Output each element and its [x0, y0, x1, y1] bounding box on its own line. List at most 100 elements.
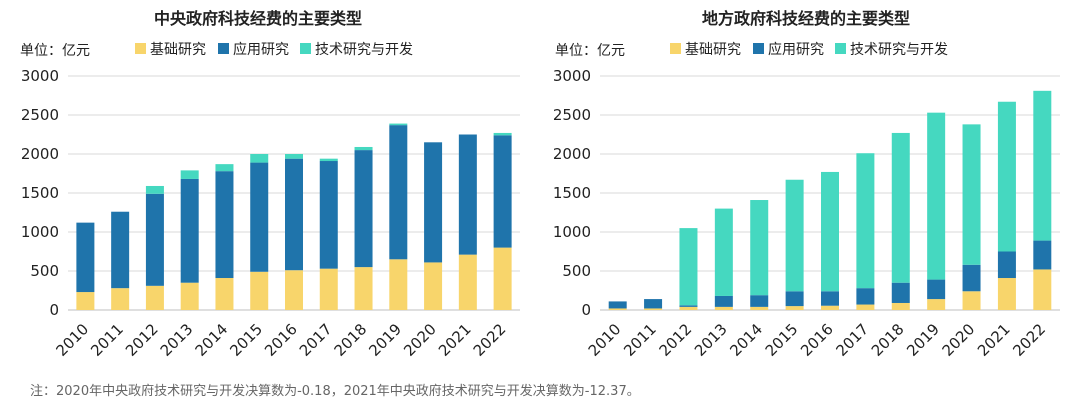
bar-segment — [750, 295, 769, 307]
x-tick-label: 2019 — [365, 320, 405, 360]
bar-segment — [679, 305, 698, 307]
x-tick-label: 2022 — [470, 320, 510, 360]
bar-segment — [714, 208, 733, 296]
bar-segment — [750, 200, 769, 296]
x-tick-label: 2021 — [435, 320, 475, 360]
bar-segment — [458, 254, 477, 310]
bar-segment — [111, 288, 130, 310]
x-tick-label: 2017 — [296, 320, 336, 360]
bar-segment — [319, 158, 338, 162]
bar-segment — [285, 270, 303, 310]
bar-segment — [424, 262, 443, 310]
bar-segment — [180, 170, 199, 179]
bar-segment — [821, 305, 839, 310]
legend-swatch — [753, 43, 764, 54]
x-tick-label: 2011 — [87, 320, 127, 360]
bar-segment — [458, 134, 477, 255]
x-tick-label: 2014 — [192, 320, 232, 360]
bar-segment — [750, 306, 769, 310]
y-tick-label: 1500 — [21, 184, 59, 202]
bar-segment — [997, 278, 1016, 310]
legend-label: 应用研究 — [768, 41, 824, 58]
bar-segment — [997, 101, 1016, 252]
bar-segment — [76, 222, 95, 293]
x-tick-label: 2010 — [52, 320, 92, 360]
legend-swatch — [218, 43, 229, 54]
y-tick-label: 3000 — [21, 67, 59, 85]
y-tick-label: 2500 — [553, 106, 591, 124]
footnote: 注：2020年中央政府技术研究与开发决算数为-0.18，2021年中央政府技术研… — [30, 384, 640, 399]
bar-segment — [927, 279, 946, 300]
x-tick-label: 2015 — [762, 320, 802, 360]
x-tick-label: 2021 — [974, 320, 1014, 360]
bar-segment — [821, 171, 839, 292]
legend-swatch — [300, 43, 311, 54]
bar-segment — [1033, 90, 1052, 241]
x-tick-label: 2016 — [261, 320, 301, 360]
bar-segment — [997, 251, 1016, 279]
legend-swatch — [135, 43, 146, 54]
bar-segment — [250, 162, 269, 272]
x-tick-label: 2020 — [400, 320, 440, 360]
x-tick-label: 2022 — [1009, 320, 1049, 360]
bar-segment — [285, 154, 303, 159]
y-tick-label: 1000 — [21, 223, 59, 241]
bar-segment — [679, 306, 698, 310]
bar-segment — [714, 295, 733, 307]
x-tick-label: 2017 — [832, 320, 872, 360]
x-tick-label: 2012 — [122, 320, 162, 360]
legend-label: 技术研究与开发 — [315, 42, 413, 58]
bar-segment — [493, 247, 512, 310]
x-tick-label: 2019 — [903, 320, 943, 360]
x-tick-label: 2011 — [620, 320, 660, 360]
x-tick-label: 2020 — [939, 320, 979, 360]
bar-segment — [215, 278, 234, 310]
bar-segment — [856, 304, 875, 310]
bar-segment — [389, 259, 408, 310]
bar-segment — [215, 171, 234, 279]
bar-segment — [679, 228, 698, 306]
legend-label: 基础研究 — [685, 41, 741, 58]
bar-segment — [389, 123, 408, 126]
bar-segment — [856, 288, 875, 305]
bar-segment — [1033, 240, 1052, 270]
x-tick-label: 2015 — [226, 320, 266, 360]
bar-segment — [180, 282, 199, 310]
y-tick-label: 3000 — [553, 67, 591, 85]
chart-title: 地方政府科技经费的主要类型 — [702, 9, 910, 28]
bar-segment — [608, 301, 627, 309]
bar-segment — [785, 291, 804, 307]
bar-segment — [785, 306, 804, 310]
y-tick-label: 0 — [49, 301, 59, 319]
bar-segment — [215, 164, 234, 172]
bar-segment — [389, 125, 408, 260]
unit-label: 单位：亿元 — [20, 43, 90, 59]
bar-segment — [608, 308, 627, 310]
bar-segment — [76, 292, 95, 310]
y-tick-label: 1500 — [553, 184, 591, 202]
bar-segment — [785, 179, 804, 292]
y-tick-label: 1000 — [553, 223, 591, 241]
bar-segment — [145, 193, 164, 286]
y-tick-label: 2500 — [21, 106, 59, 124]
bar-segment — [821, 291, 839, 306]
legend-label: 技术研究与开发 — [850, 42, 948, 58]
bar-segment — [493, 132, 512, 136]
bar-segment — [319, 161, 338, 269]
legend-swatch — [670, 43, 681, 54]
legend-label: 应用研究 — [233, 41, 289, 58]
x-tick-label: 2018 — [868, 320, 908, 360]
bar-segment — [180, 178, 199, 283]
x-tick-label: 2012 — [656, 320, 696, 360]
legend-label: 基础研究 — [150, 41, 206, 58]
bar-segment — [891, 282, 910, 303]
bar-segment — [250, 271, 269, 310]
bar-segment — [354, 150, 373, 268]
x-tick-label: 2016 — [797, 320, 837, 360]
bar-segment — [1033, 269, 1052, 310]
y-tick-label: 500 — [562, 262, 591, 280]
chart-title: 中央政府科技经费的主要类型 — [154, 9, 362, 28]
bar-segment — [714, 306, 733, 310]
